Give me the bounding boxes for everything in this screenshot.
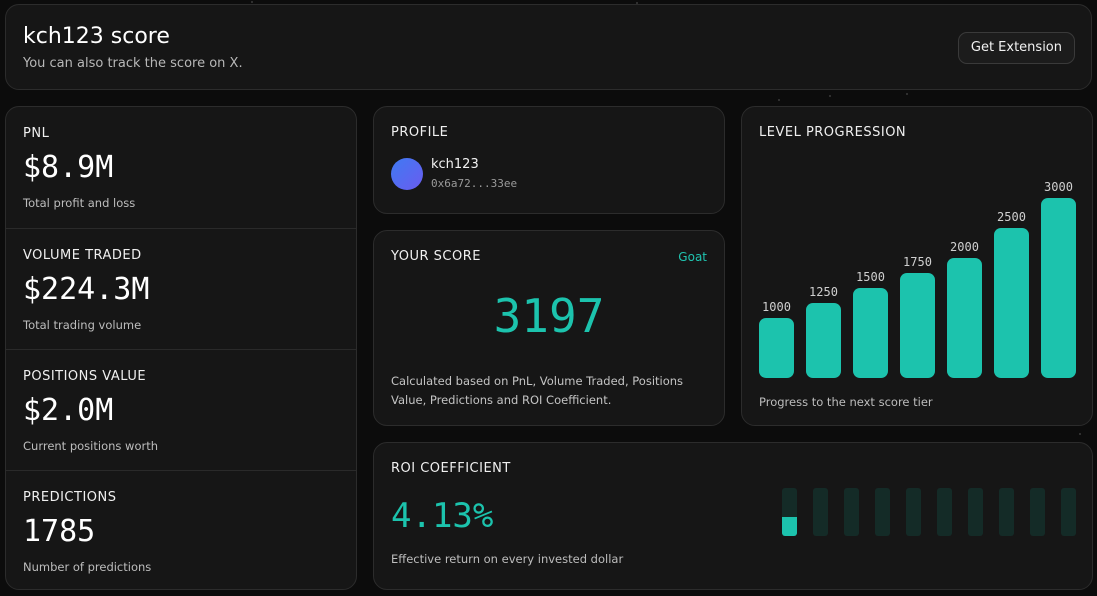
roi-value: 4.13% — [391, 496, 494, 536]
profile-heading: PROFILE — [391, 125, 449, 140]
score-heading: YOUR SCORE — [391, 249, 481, 264]
get-extension-button[interactable]: Get Extension — [957, 32, 1075, 64]
roi-card: ROI COEFFICIENT 4.13% Effective return o… — [373, 442, 1093, 590]
level-chart: 1000 1250 1500 1750 2000 2500 3000 — [759, 180, 1076, 378]
roi-meter-fill — [782, 516, 797, 536]
background-speck — [906, 93, 908, 95]
level-heading: LEVEL PROGRESSION — [759, 125, 907, 140]
tier-badge: Goat — [678, 250, 707, 264]
roi-meter-segment — [999, 488, 1014, 536]
stat-description: Current positions worth — [23, 439, 159, 453]
stat-value: $8.9M — [23, 150, 114, 185]
level-caption: Progress to the next score tier — [759, 395, 933, 409]
background-speck — [251, 1, 253, 3]
level-bar — [900, 273, 935, 378]
level-bar — [853, 288, 888, 378]
roi-description: Effective return on every invested dolla… — [391, 552, 624, 566]
stat-label: VOLUME TRADED — [23, 248, 142, 263]
stat-positions-value: POSITIONS VALUE $2.0M Current positions … — [6, 349, 356, 470]
wallet-address[interactable]: 0x6a72...33ee — [431, 177, 518, 190]
roi-meter-segment — [1061, 488, 1076, 536]
roi-meter-segment — [782, 488, 797, 536]
stat-value: $2.0M — [23, 393, 114, 428]
level-bar-label: 1500 — [856, 270, 885, 284]
level-bar-label: 2500 — [997, 210, 1026, 224]
background-speck — [1079, 433, 1081, 435]
level-bar — [806, 303, 841, 378]
stat-label: PREDICTIONS — [23, 490, 117, 505]
background-speck — [636, 2, 638, 4]
roi-meter-segment — [844, 488, 859, 536]
level-bar — [1041, 198, 1076, 378]
stat-predictions: PREDICTIONS 1785 Number of predictions — [6, 470, 356, 589]
stat-description: Total trading volume — [23, 318, 142, 332]
stat-value: $224.3M — [23, 272, 150, 307]
roi-meter-segment — [875, 488, 890, 536]
score-value: 3197 — [493, 289, 605, 343]
roi-meter-segment — [1030, 488, 1045, 536]
level-bar — [947, 258, 982, 378]
level-progression-card: LEVEL PROGRESSION 1000 1250 1500 1750 2000 25… — [741, 106, 1093, 426]
profile-username: kch123 — [431, 157, 479, 172]
roi-meter-segment — [906, 488, 921, 536]
roi-heading: ROI COEFFICIENT — [391, 461, 511, 476]
profile-card: PROFILE kch123 0x6a72...33ee — [373, 106, 725, 214]
page-subtitle: You can also track the score on X. — [23, 56, 243, 71]
stats-card: PNL $8.9M Total profit and loss VOLUME T… — [5, 106, 357, 590]
stat-description: Number of predictions — [23, 560, 152, 574]
header-card: kch123 score You can also track the scor… — [5, 4, 1092, 90]
level-bar-label: 3000 — [1044, 180, 1073, 194]
level-bar — [994, 228, 1029, 378]
level-bar-label: 2000 — [950, 240, 979, 254]
stat-pnl: PNL $8.9M Total profit and loss — [6, 107, 356, 228]
roi-meter-segment — [968, 488, 983, 536]
background-speck — [778, 99, 780, 101]
avatar — [391, 158, 423, 190]
roi-meter-segment — [813, 488, 828, 536]
stat-volume-traded: VOLUME TRADED $224.3M Total trading volu… — [6, 228, 356, 349]
roi-meter — [782, 488, 1078, 536]
stat-label: POSITIONS VALUE — [23, 369, 147, 384]
roi-meter-segment — [937, 488, 952, 536]
stat-description: Total profit and loss — [23, 196, 136, 210]
level-bar-label: 1250 — [809, 285, 838, 299]
level-bar-label: 1000 — [762, 300, 791, 314]
level-bar-label: 1750 — [903, 255, 932, 269]
score-description: Calculated based on PnL, Volume Traded, … — [391, 374, 684, 407]
page-title: kch123 score — [23, 24, 170, 49]
background-speck — [829, 95, 831, 97]
level-bar — [759, 318, 794, 378]
score-card: YOUR SCORE Goat 3197 Calculated based on… — [373, 230, 725, 426]
stat-value: 1785 — [23, 514, 96, 549]
stat-label: PNL — [23, 126, 50, 141]
